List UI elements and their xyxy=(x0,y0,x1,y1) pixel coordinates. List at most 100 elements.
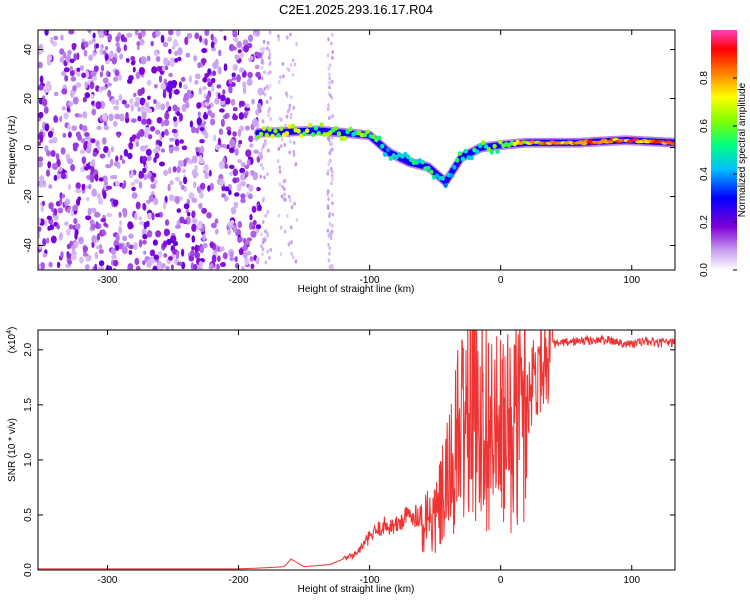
noise-blob xyxy=(236,183,242,192)
noise-blob xyxy=(163,253,168,258)
noise-blob xyxy=(168,256,173,261)
noise-blob xyxy=(148,194,155,202)
ridge-point xyxy=(345,129,350,135)
noise-blob xyxy=(289,32,292,37)
snr-frame xyxy=(37,329,676,571)
noise-blob xyxy=(42,238,47,247)
noise-blob xyxy=(95,221,99,230)
noise-blob xyxy=(39,180,44,188)
noise-blob xyxy=(288,198,292,203)
noise-blob xyxy=(211,77,216,84)
noise-blob xyxy=(134,178,140,184)
noise-blob xyxy=(223,35,227,41)
noise-blob xyxy=(228,189,232,196)
noise-blob xyxy=(261,90,265,95)
noise-blob xyxy=(186,32,193,39)
noise-blob xyxy=(326,169,330,174)
noise-blob xyxy=(53,174,58,181)
noise-blob xyxy=(64,221,69,227)
noise-blob xyxy=(198,87,202,95)
noise-blob xyxy=(72,145,78,152)
noise-blob xyxy=(143,174,148,181)
noise-blob xyxy=(195,127,200,134)
noise-blob xyxy=(70,210,74,217)
noise-blob xyxy=(177,160,184,168)
noise-blob xyxy=(130,182,136,186)
noise-blob xyxy=(110,247,117,255)
noise-blob xyxy=(169,137,175,142)
noise-blob xyxy=(59,198,63,206)
noise-blob xyxy=(167,166,172,175)
ridge-point xyxy=(457,151,463,156)
ridge-point xyxy=(371,134,376,140)
noise-blob xyxy=(197,62,202,69)
noise-blob xyxy=(202,113,209,120)
ridge-point xyxy=(385,147,391,153)
noise-blob xyxy=(113,76,119,82)
noise-blob xyxy=(208,169,212,177)
noise-blob xyxy=(289,139,292,144)
noise-blob xyxy=(124,103,130,109)
ridge-point xyxy=(310,132,316,138)
noise-blob xyxy=(209,263,214,270)
noise-blob xyxy=(84,81,88,89)
noise-blob xyxy=(139,145,146,152)
noise-blob xyxy=(160,83,167,90)
noise-blob xyxy=(202,58,206,66)
noise-blob xyxy=(327,197,330,202)
noise-blob xyxy=(232,168,238,177)
noise-blob xyxy=(115,233,120,242)
noise-blob xyxy=(166,84,173,93)
noise-blob xyxy=(169,148,173,154)
noise-blob xyxy=(84,132,90,137)
noise-blob xyxy=(246,78,253,86)
noise-blob xyxy=(183,176,188,185)
noise-blob xyxy=(158,75,163,83)
noise-blob xyxy=(38,226,42,232)
noise-blob xyxy=(266,249,269,254)
noise-blob xyxy=(113,174,118,180)
y-tick-label: 0 xyxy=(23,144,34,150)
noise-blob xyxy=(269,248,273,252)
noise-blob xyxy=(197,111,201,118)
noise-blob xyxy=(126,32,133,38)
noise-blob xyxy=(140,30,146,37)
noise-blob xyxy=(234,54,240,61)
noise-blob xyxy=(283,187,286,192)
ridge-point xyxy=(362,132,368,138)
ridge-point xyxy=(420,159,425,165)
noise-blob xyxy=(72,204,79,211)
noise-blob xyxy=(221,193,226,198)
noise-blob xyxy=(171,79,178,87)
noise-blob xyxy=(75,131,81,138)
noise-blob xyxy=(331,50,335,55)
ridge-point xyxy=(380,143,385,149)
noise-blob xyxy=(38,84,44,91)
ridge-point xyxy=(296,128,301,134)
noise-blob xyxy=(72,85,77,92)
noise-blob xyxy=(113,120,118,127)
noise-blob xyxy=(263,175,266,180)
noise-blob xyxy=(181,145,188,151)
noise-blob xyxy=(327,242,330,247)
noise-blob xyxy=(246,159,251,167)
noise-blob xyxy=(90,207,97,213)
noise-blob xyxy=(251,98,255,105)
noise-blob xyxy=(46,215,52,220)
noise-blob xyxy=(212,61,219,70)
noise-blob xyxy=(255,224,262,230)
ridge-point xyxy=(492,143,497,149)
noise-blob xyxy=(277,146,281,151)
noise-blob xyxy=(151,66,158,74)
noise-blob xyxy=(153,179,158,185)
noise-blob xyxy=(67,259,72,265)
noise-blob xyxy=(56,261,61,269)
noise-blob xyxy=(240,162,246,167)
noise-blob xyxy=(70,76,77,82)
noise-blob xyxy=(250,230,257,238)
noise-blob xyxy=(231,72,236,78)
noise-blob xyxy=(164,129,169,136)
noise-blob xyxy=(263,86,267,91)
noise-blob xyxy=(262,46,266,51)
